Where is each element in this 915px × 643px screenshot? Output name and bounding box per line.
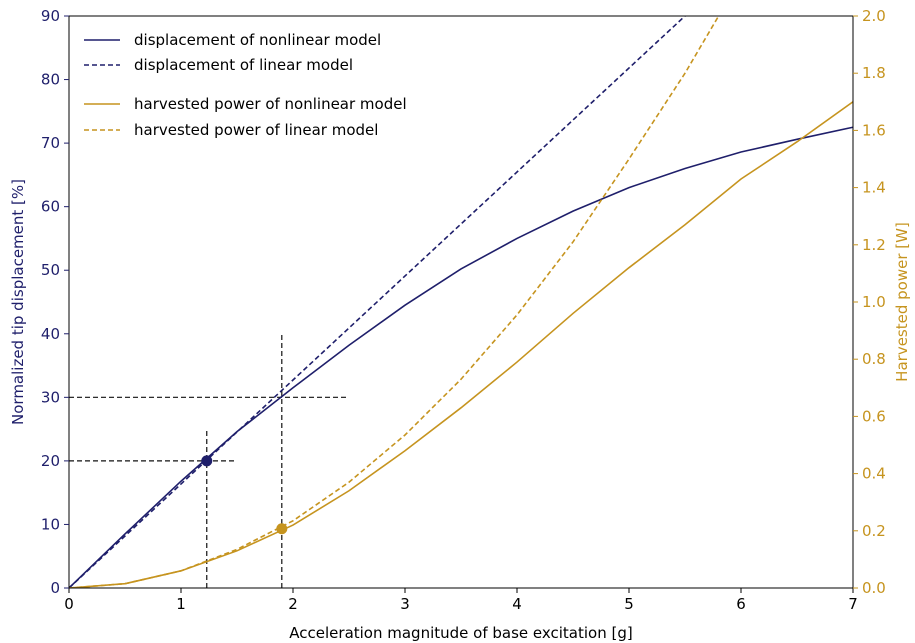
y-axis-left-label: Normalized tip displacement [%] bbox=[9, 179, 27, 425]
y-left-tick-label-8: 80 bbox=[41, 71, 60, 89]
legend-label-power-linear: harvested power of linear model bbox=[134, 121, 378, 139]
y-left-tick-label-5: 50 bbox=[41, 261, 60, 279]
y-left-tick-label-0: 0 bbox=[50, 579, 60, 597]
marker-power-1 bbox=[276, 523, 288, 535]
x-tick-label-6: 6 bbox=[736, 595, 746, 613]
series-line-displacement-of-nonlinear-model bbox=[69, 126, 853, 588]
y-left-tick-label-7: 70 bbox=[41, 134, 60, 152]
marker-displacement-0 bbox=[201, 455, 213, 467]
y-right-tick-label-6: 1.2 bbox=[862, 236, 886, 254]
x-tick-label-7: 7 bbox=[848, 595, 858, 613]
x-tick-label-2: 2 bbox=[288, 595, 298, 613]
y-right-tick-label-8: 1.6 bbox=[862, 121, 886, 139]
y-axis-right: 0.0 0.2 0.4 0.6 0.8 1.0 1.2 1.4 1.6 1.8 2.0 bbox=[853, 7, 886, 597]
series-line-harvested-power-of-nonlinear-model bbox=[69, 101, 853, 588]
x-tick-label-3: 3 bbox=[400, 595, 410, 613]
y-axis-right-label: Harvested power [W] bbox=[893, 222, 911, 382]
legend: displacement of nonlinear model displace… bbox=[84, 31, 407, 139]
y-right-tick-label-5: 1.0 bbox=[862, 293, 886, 311]
x-tick-label-0: 0 bbox=[64, 595, 74, 613]
y-left-tick-label-6: 60 bbox=[41, 198, 60, 216]
y-right-tick-label-1: 0.2 bbox=[862, 522, 886, 540]
x-tick-label-1: 1 bbox=[176, 595, 186, 613]
x-tick-label-4: 4 bbox=[512, 595, 522, 613]
y-axis-left: 0 10 20 30 40 50 60 70 80 90 bbox=[41, 7, 69, 597]
y-right-tick-label-3: 0.6 bbox=[862, 407, 886, 425]
y-right-tick-label-9: 1.8 bbox=[862, 64, 886, 82]
series-layer bbox=[69, 16, 853, 588]
marker-layer bbox=[201, 455, 288, 535]
y-right-tick-label-10: 2.0 bbox=[862, 7, 886, 25]
legend-label-power-nonlinear: harvested power of nonlinear model bbox=[134, 95, 407, 113]
y-left-tick-label-2: 20 bbox=[41, 452, 60, 470]
x-tick-label-5: 5 bbox=[624, 595, 634, 613]
series-line-harvested-power-of-linear-model bbox=[69, 16, 720, 588]
y-left-tick-label-3: 30 bbox=[41, 388, 60, 406]
y-left-tick-label-1: 10 bbox=[41, 515, 60, 533]
y-left-tick-label-9: 90 bbox=[41, 7, 60, 25]
series-line-displacement-of-linear-model bbox=[69, 16, 686, 588]
y-right-tick-label-2: 0.4 bbox=[862, 465, 886, 483]
x-axis: 0 1 2 3 4 5 6 7 bbox=[64, 588, 858, 613]
y-right-tick-label-7: 1.4 bbox=[862, 179, 886, 197]
legend-label-displacement-linear: displacement of linear model bbox=[134, 56, 353, 74]
y-right-tick-label-4: 0.8 bbox=[862, 350, 886, 368]
x-axis-label: Acceleration magnitude of base excitatio… bbox=[289, 624, 632, 642]
y-right-tick-label-0: 0.0 bbox=[862, 579, 886, 597]
legend-label-displacement-nonlinear: displacement of nonlinear model bbox=[134, 31, 381, 49]
y-left-tick-label-4: 40 bbox=[41, 325, 60, 343]
